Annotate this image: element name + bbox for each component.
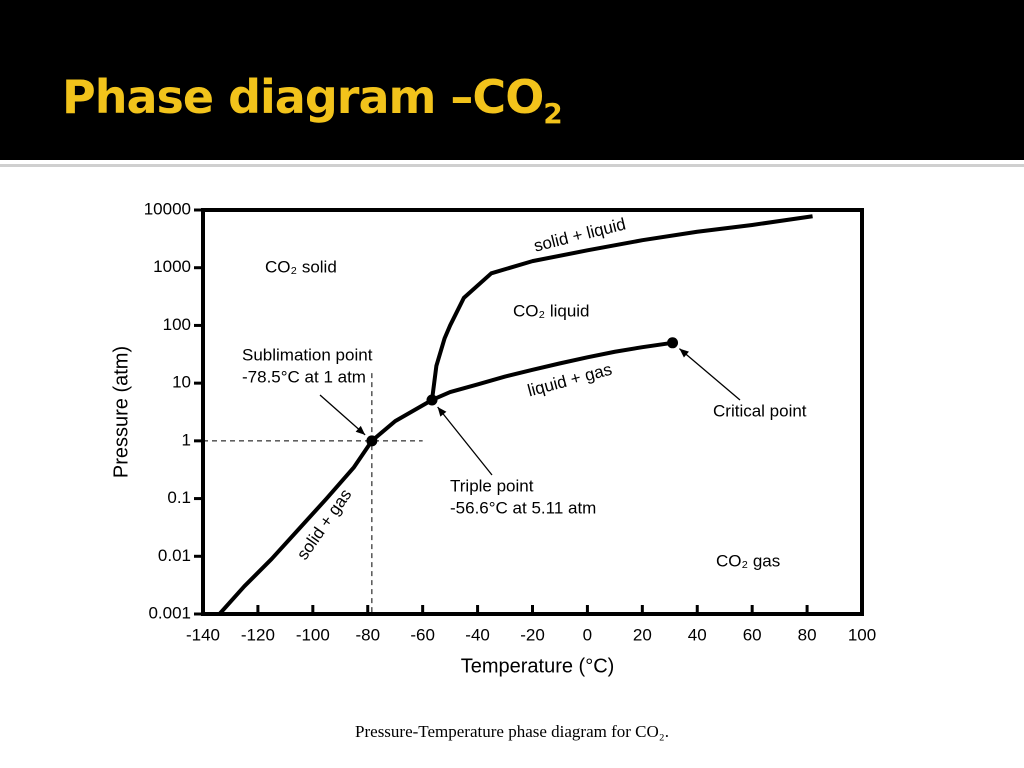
point-label: Critical point [713,401,807,420]
key-point [366,435,378,447]
title-subscript: 2 [543,97,563,131]
x-tick-label: 20 [633,625,652,644]
divider [0,164,1024,167]
x-tick-label: 40 [688,625,707,644]
x-tick-label: -40 [465,625,490,644]
y-tick-label: 1 [182,430,191,449]
x-tick-label: 0 [583,625,592,644]
arrow-head [355,425,366,435]
x-tick-label: 80 [798,625,817,644]
slide-title: Phase diagram –CO2 [62,70,563,131]
x-tick-label: -120 [241,625,275,644]
arrow-head [437,407,447,417]
caption: Pressure-Temperature phase diagram for C… [355,722,669,741]
curve-label: solid + liquid [532,214,628,255]
arrow-head [679,348,689,358]
y-tick-label: 0.1 [167,488,191,507]
x-tick-label: -80 [355,625,380,644]
phase-curve [217,398,433,616]
x-tick-label: 100 [848,625,876,644]
x-tick-label: -60 [410,625,435,644]
arrow-shaft [678,348,741,401]
point-label: Sublimation point [242,345,373,364]
x-axis-label: Temperature (°C) [461,655,615,677]
arrow-shaft [319,394,366,436]
y-tick-label: 10 [172,373,191,392]
title-text: Phase diagram –CO [62,70,544,124]
region-label: CO₂ solid [265,257,337,276]
y-tick-label: 1000 [153,257,191,276]
y-axis-label: Pressure (atm) [110,346,132,478]
curve-label: liquid + gas [526,360,614,401]
region-label: CO₂ gas [716,551,780,570]
y-tick-label: 0.001 [148,603,191,622]
x-tick-label: -100 [296,625,330,644]
header-bar [0,0,1024,160]
x-tick-label: 60 [743,625,762,644]
phase-curve [430,214,813,401]
y-tick-label: 0.01 [158,546,191,565]
key-point [426,394,438,406]
x-tick-label: -140 [186,625,220,644]
key-point [667,337,679,349]
point-label: -56.6°C at 5.11 atm [450,498,596,517]
y-tick-label: 100 [163,315,191,334]
point-label: -78.5°C at 1 atm [242,367,366,386]
region-label: CO₂ liquid [513,301,590,320]
arrow-shaft [437,406,493,476]
phase-curve [431,340,673,402]
y-tick-label: 10000 [144,199,191,218]
plot-frame [201,208,864,616]
point-label: Triple point [450,476,534,495]
x-tick-label: -20 [520,625,545,644]
